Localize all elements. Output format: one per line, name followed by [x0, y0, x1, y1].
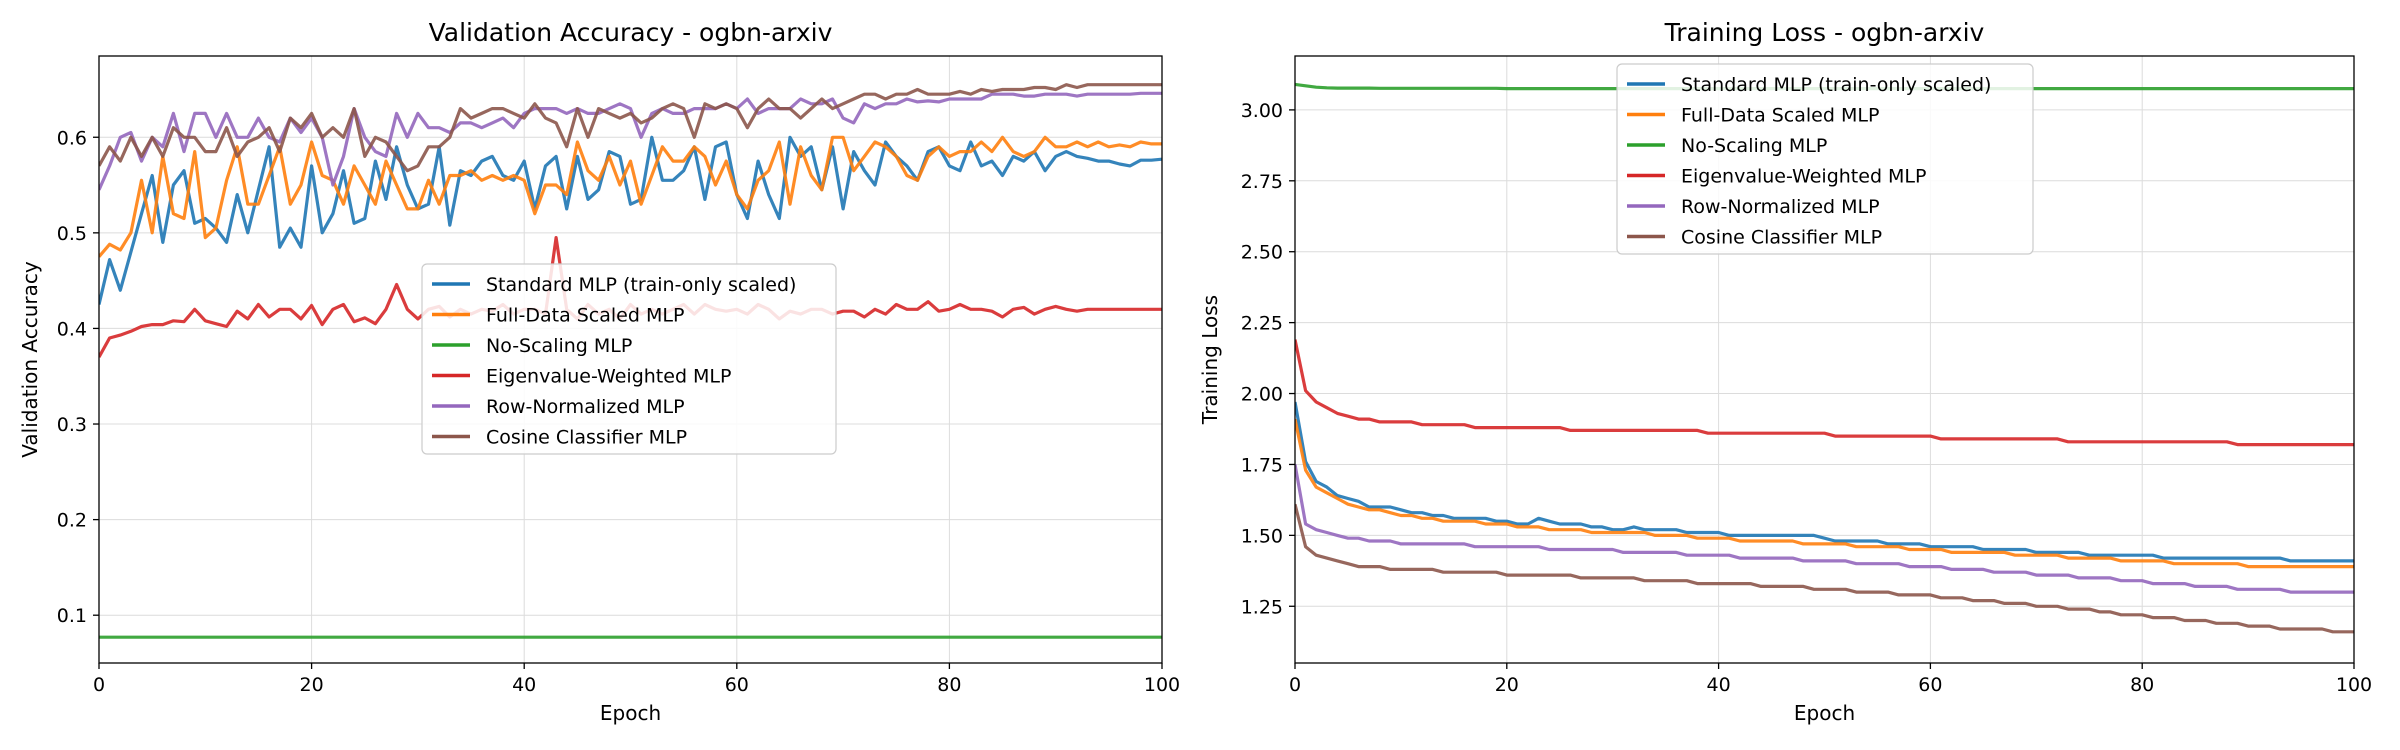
chart-panel-training-loss: 0 20 40 60 80 100 1.25 1.50 1.75 2.00 2.25 2.50 2.75…	[1198, 18, 2372, 725]
y-tick-label: 0.5	[57, 223, 87, 245]
legend-label: Cosine Classifier MLP	[1681, 227, 1882, 249]
chart-title: Training Loss - ogbn-arxiv	[1664, 18, 1985, 47]
x-tick-label: 60	[725, 674, 749, 696]
y-tick-label: 2.25	[1241, 313, 1283, 335]
x-tick-label: 40	[1707, 674, 1731, 696]
plot-frame	[98, 55, 1163, 664]
y-tick-label: 3.00	[1241, 100, 1283, 122]
x-tick-label: 40	[512, 674, 536, 696]
y-tick-label: 2.50	[1241, 242, 1283, 264]
x-tick-label: 100	[1144, 674, 1180, 696]
y-tick-label: 1.50	[1241, 525, 1283, 547]
legend-label: No-Scaling MLP	[486, 335, 632, 357]
legend-label: Full-Data Scaled MLP	[1681, 105, 1879, 127]
series-line-standard-mlp-train-only-scaled	[1295, 401, 2354, 563]
legend-label: Cosine Classifier MLP	[486, 427, 687, 449]
y-tick-label: 1.75	[1241, 454, 1283, 476]
legend-label: No-Scaling MLP	[1681, 135, 1827, 157]
series-group	[1295, 82, 2354, 634]
legend-label: Standard MLP (train-only scaled)	[486, 274, 796, 296]
legend: Standard MLP (train-only scaled) Full-Dat…	[421, 263, 837, 455]
x-tick-label: 60	[1918, 674, 1942, 696]
y-axis-label: Validation Accuracy	[18, 261, 42, 458]
plot-frame	[1294, 55, 2355, 664]
x-tick-label: 20	[1495, 674, 1519, 696]
y-tick-label: 0.3	[57, 414, 87, 436]
x-tick-label: 20	[300, 674, 324, 696]
legend: Standard MLP (train-only scaled) Full-Dat…	[1616, 63, 2034, 255]
y-tick-label: 2.00	[1241, 384, 1283, 406]
legend-label: Standard MLP (train-only scaled)	[1681, 74, 1991, 96]
y-tick-label: 1.25	[1241, 596, 1283, 618]
series-group	[99, 83, 1162, 639]
series-line-full-data-scaled-mlp	[1295, 418, 2354, 569]
y-tick-label: 0.6	[57, 127, 87, 149]
legend-label: Eigenvalue-Weighted MLP	[486, 366, 731, 388]
series-line-eigenvalue-weighted-mlp	[1295, 339, 2354, 447]
x-axis-label: Epoch	[600, 701, 661, 725]
y-tick-label: 0.1	[57, 605, 87, 627]
y-tick-label: 0.2	[57, 510, 87, 532]
legend-label: Full-Data Scaled MLP	[486, 305, 684, 327]
x-tick-label: 0	[1289, 674, 1301, 696]
legend-label: Row-Normalized MLP	[486, 396, 685, 418]
legend-label: Row-Normalized MLP	[1681, 196, 1880, 218]
x-tick-label: 80	[2130, 674, 2154, 696]
series-line-standard-mlp-train-only-scaled	[99, 135, 1162, 305]
series-line-cosine-classifier-mlp	[99, 83, 1162, 173]
chart-panel-validation-accuracy: 0 20 40 60 80 100 0.1 0.2 0.3 0.4 0.5 0.6 Validation…	[18, 18, 1180, 725]
x-tick-label: 80	[937, 674, 961, 696]
x-tick-label: 0	[93, 674, 105, 696]
legend-box	[421, 263, 837, 455]
legend-label: Eigenvalue-Weighted MLP	[1681, 166, 1926, 188]
x-axis-label: Epoch	[1794, 701, 1855, 725]
series-line-row-normalized-mlp	[1295, 464, 2354, 594]
series-line-full-data-scaled-mlp	[99, 135, 1162, 258]
y-tick-label: 0.4	[57, 318, 87, 340]
x-tick-label: 100	[2336, 674, 2372, 696]
legend-box	[1616, 63, 2034, 255]
series-line-cosine-classifier-mlp	[1295, 503, 2354, 634]
chart-title: Validation Accuracy - ogbn-arxiv	[429, 18, 833, 47]
y-tick-label: 2.75	[1241, 171, 1283, 193]
y-axis-label: Training Loss	[1198, 295, 1222, 425]
